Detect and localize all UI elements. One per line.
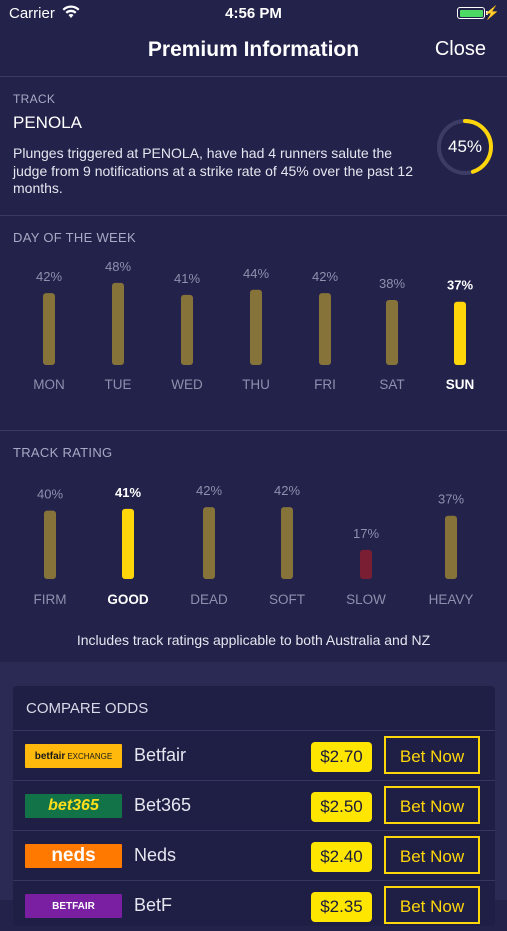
bar-good xyxy=(122,508,134,579)
value-label-slow: 17% xyxy=(353,526,379,541)
track-description: Plunges triggered at PENOLA, have had 4 … xyxy=(13,145,413,196)
bar-thu xyxy=(250,289,262,365)
bar-soft xyxy=(281,507,293,579)
bar-sun xyxy=(454,301,466,365)
bar-mon xyxy=(43,293,55,365)
bookmaker-name: Bet365 xyxy=(134,795,192,815)
value-label-soft: 42% xyxy=(274,483,300,498)
betfair-fixed-logo: BETFAIR xyxy=(25,894,122,918)
compare-odds-card: COMPARE ODDS betfair EXCHANGE Betfair $2.… xyxy=(13,686,495,926)
odds-row-neds: neds Neds $2.40 Bet Now xyxy=(13,830,495,881)
day-of-week-chart: 42% MON 48% TUE 41% WED 44% THU 42% FRI 38% SAT 37% S… xyxy=(33,259,475,392)
day-of-week-section: DAY OF THE WEEK 42% MON 48% TUE 41% WED 44% THU… xyxy=(0,216,507,431)
wifi-icon xyxy=(62,5,80,18)
bar-heavy xyxy=(445,515,457,579)
close-button[interactable]: Close xyxy=(434,38,486,60)
bet365-logo: bet365 xyxy=(25,794,122,818)
bar-slow xyxy=(360,549,372,579)
category-label-sat: SAT xyxy=(379,377,404,392)
odds-row-betfair-fixed: BETFAIR BetF $2.35 Bet Now xyxy=(13,880,495,931)
value-label-mon: 42% xyxy=(36,269,62,284)
category-label-wed: WED xyxy=(171,377,203,392)
bookmaker-name: Neds xyxy=(134,845,177,865)
value-label-thu: 44% xyxy=(243,266,269,281)
odds-price: $2.50 xyxy=(311,792,372,822)
bar-tue xyxy=(112,282,124,365)
odds-price: $2.70 xyxy=(311,742,372,772)
strike-rate-value: 45% xyxy=(447,137,483,156)
bet-now-button[interactable]: Bet Now xyxy=(384,836,480,874)
carrier-label: Carrier xyxy=(9,5,55,22)
status-bar: Carrier 4:56 PM ⚡ xyxy=(0,0,507,28)
battery-icon xyxy=(457,7,488,19)
category-label-thu: THU xyxy=(242,377,270,392)
odds-price: $2.40 xyxy=(311,842,372,872)
odds-row-bet365: bet365 Bet365 $2.50 Bet Now xyxy=(13,780,495,831)
day-of-week-label: DAY OF THE WEEK xyxy=(13,230,136,245)
bookmaker-name: BetF xyxy=(134,895,173,915)
track-rating-note: Includes track ratings applicable to bot… xyxy=(76,632,431,648)
category-label-soft: SOFT xyxy=(269,592,305,607)
category-label-sun: SUN xyxy=(446,377,475,392)
bar-dead xyxy=(203,507,215,579)
charging-icon: ⚡ xyxy=(483,5,500,20)
track-rating-section: TRACK RATING 40% FIRM 41% GOOD 42% DEAD 42% SOF… xyxy=(0,431,507,661)
category-label-good: GOOD xyxy=(107,592,149,607)
bet-now-button[interactable]: Bet Now xyxy=(384,886,480,924)
category-label-slow: SLOW xyxy=(346,592,386,607)
category-label-tue: TUE xyxy=(105,377,132,392)
track-name: PENOLA xyxy=(13,113,82,132)
value-label-heavy: 37% xyxy=(438,492,464,507)
value-label-tue: 48% xyxy=(105,259,131,274)
track-rating-chart: 40% FIRM 41% GOOD 42% DEAD 42% SOFT 17% SLOW 37% HE… xyxy=(34,483,474,607)
track-info-section: TRACK PENOLA Plunges triggered at PENOLA… xyxy=(0,78,507,216)
compare-odds-label: COMPARE ODDS xyxy=(26,700,149,717)
bar-sat xyxy=(386,300,398,365)
value-label-good: 41% xyxy=(115,485,141,500)
category-label-fri: FRI xyxy=(314,377,336,392)
bar-firm xyxy=(44,510,56,579)
bet-now-button[interactable]: Bet Now xyxy=(384,786,480,824)
betfair-logo: betfair EXCHANGE xyxy=(25,744,122,768)
value-label-sat: 38% xyxy=(379,276,405,291)
category-label-mon: MON xyxy=(33,377,65,392)
bar-wed xyxy=(181,294,193,365)
category-label-dead: DEAD xyxy=(190,592,228,607)
bet-now-button[interactable]: Bet Now xyxy=(384,736,480,774)
bar-fri xyxy=(319,293,331,365)
compare-odds-section: COMPARE ODDS betfair EXCHANGE Betfair $2.… xyxy=(0,662,507,926)
value-label-dead: 42% xyxy=(196,483,222,498)
track-rating-label: TRACK RATING xyxy=(13,445,113,460)
nav-bar: Premium Information Close xyxy=(0,28,507,77)
bookmaker-name: Betfair xyxy=(134,745,187,765)
value-label-fri: 42% xyxy=(312,269,338,284)
neds-logo: neds xyxy=(25,844,122,868)
value-label-sun: 37% xyxy=(447,278,473,293)
strike-rate-ring: 45% xyxy=(435,117,495,177)
category-label-firm: FIRM xyxy=(34,592,67,607)
category-label-heavy: HEAVY xyxy=(429,592,474,607)
track-section-label: TRACK xyxy=(13,92,56,106)
clock: 4:56 PM xyxy=(225,5,282,22)
page-title: Premium Information xyxy=(147,38,360,61)
value-label-wed: 41% xyxy=(174,271,200,286)
value-label-firm: 40% xyxy=(37,487,63,502)
odds-price: $2.35 xyxy=(311,892,372,922)
odds-row-betfair: betfair EXCHANGE Betfair $2.70 Bet Now xyxy=(13,730,495,781)
